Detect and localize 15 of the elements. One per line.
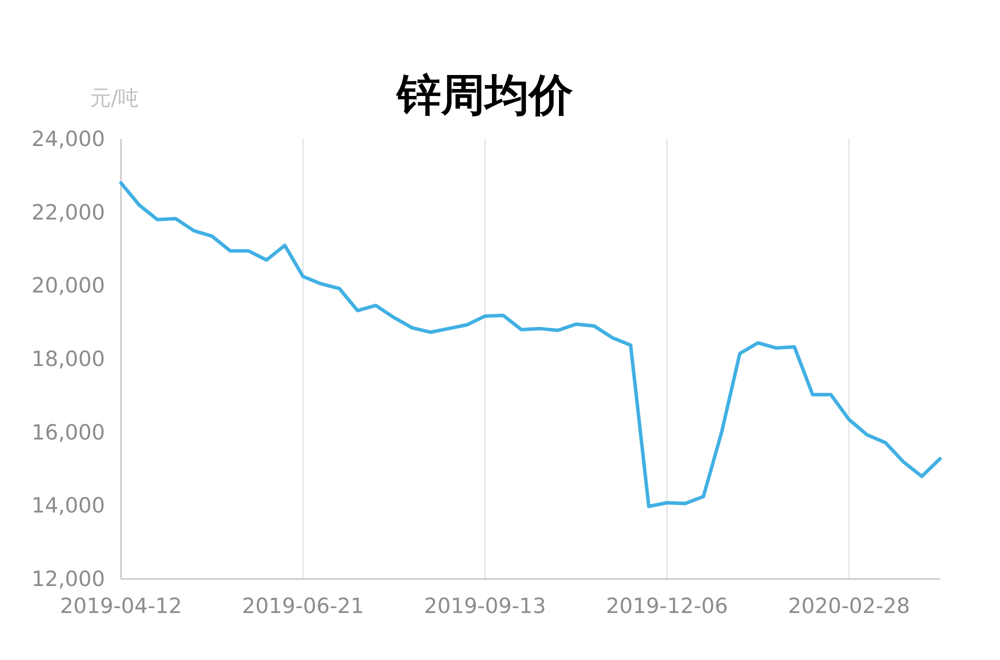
x-tick-label: 2019-12-06 (606, 594, 728, 618)
x-tick-label: 2019-06-21 (242, 594, 364, 618)
line-series (119, 181, 942, 508)
y-tick-label: 22,000 (32, 200, 105, 224)
x-tick-label: 2019-09-13 (424, 594, 546, 618)
y-tick-label: 12,000 (32, 567, 105, 591)
y-tick-label: 24,000 (32, 127, 105, 151)
chart-title: 锌周均价 (395, 70, 574, 121)
x-tick-label: 2020-02-28 (788, 594, 910, 618)
x-tick-label: 2019-04-12 (60, 594, 182, 618)
y-tick-label: 16,000 (32, 420, 105, 444)
y-tick-label: 18,000 (32, 347, 105, 371)
y-tick-label: 14,000 (32, 494, 105, 518)
y-tick-label: 20,000 (32, 274, 105, 298)
y-axis-title: 元/吨 (90, 86, 140, 110)
